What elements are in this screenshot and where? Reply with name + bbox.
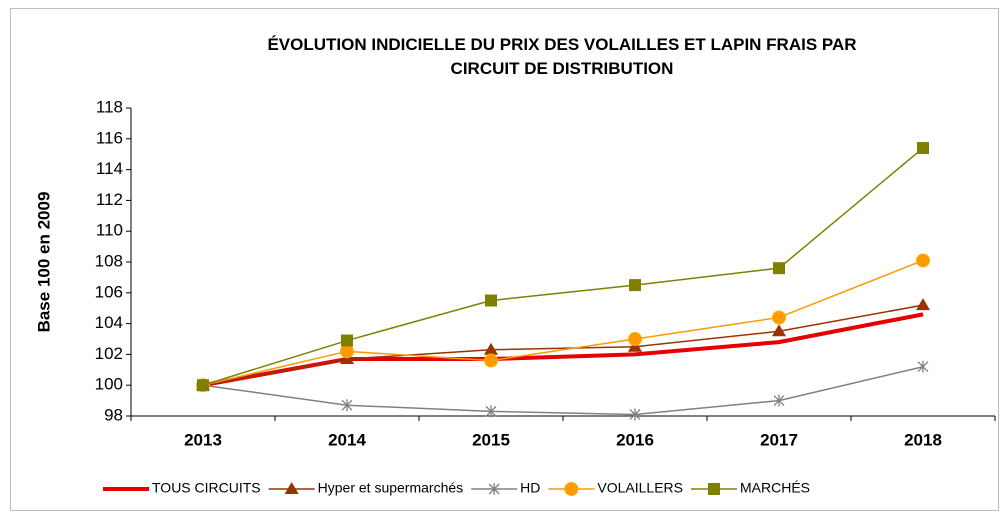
x-tick-label: 2018 [904,430,942,449]
y-tick-label: 106 [95,282,123,301]
x-tick-label: 2015 [472,430,510,449]
x-tick-label: 2016 [616,430,654,449]
y-tick-label: 104 [95,313,123,332]
legend-item: HD [471,480,540,496]
marker [564,482,579,496]
marker [629,279,641,292]
marker [916,253,930,268]
chart-title: ÉVOLUTION INDICIELLE DU PRIX DES VOLAILL… [267,35,856,78]
x-tick-label: 2013 [184,430,222,449]
marker [485,294,497,307]
marker [772,310,786,325]
y-tick-label: 116 [96,128,123,147]
y-tick-label: 98 [104,405,123,424]
marker [916,298,930,311]
legend-item: TOUS CIRCUITS [103,480,261,496]
y-tick-label: 100 [95,375,123,394]
legend-item: Hyper et supermarchés [268,480,464,496]
legend-item: MARCHÉS [691,480,810,496]
series-line [202,259,924,386]
legend-label: Hyper et supermarchés [318,480,464,496]
y-tick-label: 108 [95,251,123,270]
marker [628,332,642,346]
marker [488,483,500,495]
marker [341,399,353,412]
marker [484,342,498,355]
series-line [202,304,924,386]
series-line [202,147,924,386]
marker [284,482,299,494]
y-tick-label: 114 [96,159,123,178]
marker [917,360,929,373]
y-tick-label: 112 [96,190,123,209]
marker [773,262,785,275]
marker [917,142,929,155]
marker [773,394,785,407]
marker [197,379,209,392]
marker [629,408,641,421]
y-tick-label: 102 [95,344,123,363]
marker [772,324,786,337]
marker [341,334,353,347]
legend-label: VOLAILLERS [597,480,683,496]
y-axis-label: Base 100 en 2009 [34,192,53,333]
marker [485,405,497,418]
legend-label: HD [520,480,540,496]
marker [484,353,498,368]
legend-label: TOUS CIRCUITS [152,480,261,496]
marker [340,344,354,359]
y-tick-label: 118 [96,97,123,116]
chart-frame [10,8,999,511]
y-tick-label: 110 [96,221,123,240]
marker [708,483,720,495]
x-tick-label: 2017 [760,430,798,449]
x-tick-label: 2014 [328,430,366,449]
legend-item: VOLAILLERS [548,480,683,496]
series-line [202,365,924,416]
legend-label: MARCHÉS [740,480,810,496]
